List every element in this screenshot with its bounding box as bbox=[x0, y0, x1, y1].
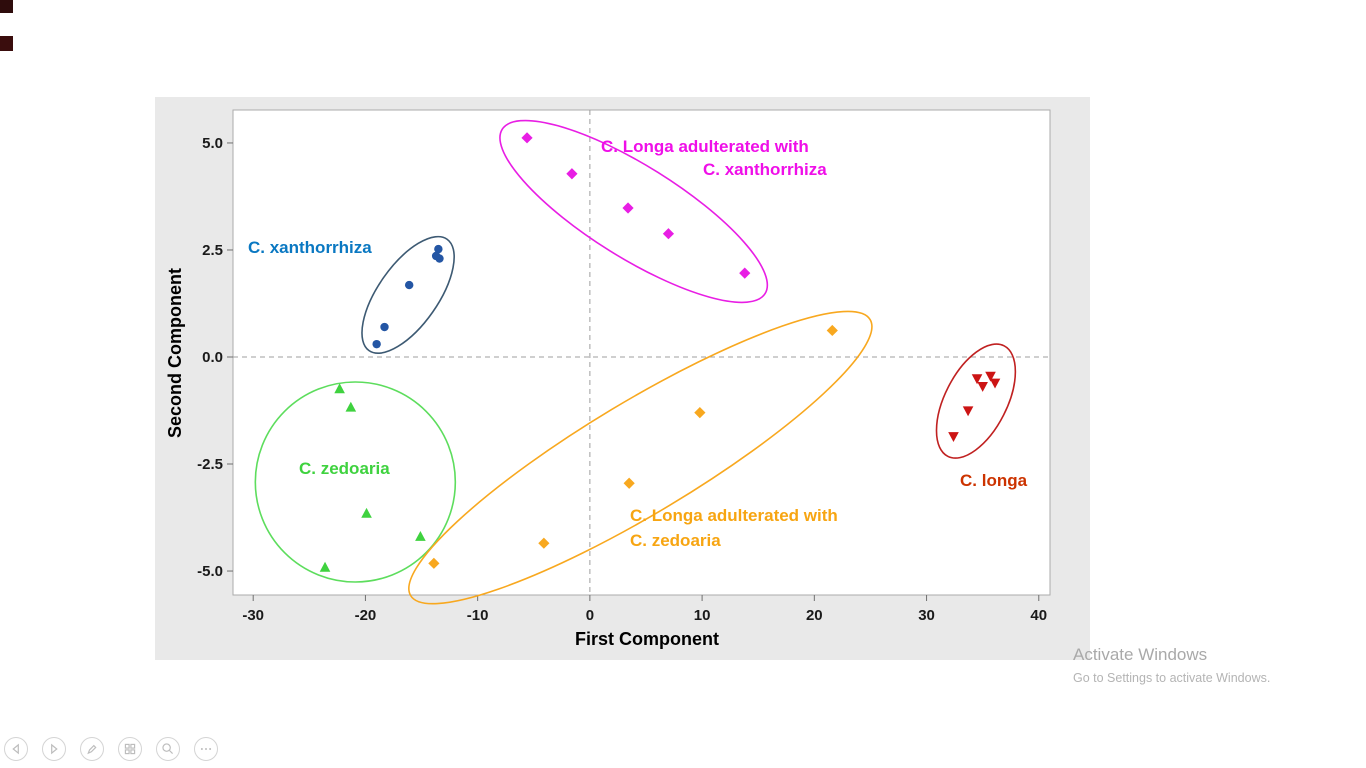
more-options-button[interactable] bbox=[194, 737, 218, 761]
label-adulterated-zedoaria-line1: C. Longa adulterated with bbox=[630, 506, 838, 525]
data-point bbox=[989, 378, 1001, 389]
cluster-ellipse bbox=[254, 381, 457, 583]
label-c-longa: C. longa bbox=[960, 471, 1028, 490]
x-axis-title: First Component bbox=[575, 629, 719, 649]
y-tick-label: -5.0 bbox=[197, 563, 223, 580]
y-tick-label: -2.5 bbox=[197, 456, 223, 473]
screen-artifact bbox=[0, 0, 13, 13]
label-c-xanthorrhiza: C. xanthorrhiza bbox=[248, 238, 372, 257]
next-slide-button[interactable] bbox=[42, 737, 66, 761]
activate-windows-watermark: Activate Windows Go to Settings to activ… bbox=[1073, 645, 1270, 685]
data-point bbox=[345, 401, 357, 412]
x-tick-label: 40 bbox=[1030, 607, 1047, 624]
data-point bbox=[985, 371, 996, 382]
data-point bbox=[977, 382, 988, 392]
data-point bbox=[948, 432, 959, 442]
pen-tools-button[interactable] bbox=[80, 737, 104, 761]
data-point bbox=[428, 557, 440, 569]
y-tick-label: 0.0 bbox=[202, 349, 223, 366]
y-axis-title: Second Component bbox=[165, 268, 185, 438]
pen-icon bbox=[87, 744, 97, 755]
graph-region: -30 -20 -10 0 10 20 30 40 5.0 2.5 0.0 -2.5 -5.0 Firs… bbox=[155, 97, 1090, 660]
zoom-icon bbox=[162, 743, 174, 755]
data-point bbox=[739, 267, 751, 279]
label-c-zedoaria: C. zedoaria bbox=[299, 459, 390, 478]
cluster-ellipse bbox=[935, 343, 1017, 459]
cluster-ellipse bbox=[408, 310, 873, 605]
data-point bbox=[380, 322, 389, 332]
data-point bbox=[826, 324, 838, 337]
data-point bbox=[434, 244, 443, 254]
y-tick-label: 2.5 bbox=[202, 242, 223, 259]
data-point bbox=[521, 132, 533, 144]
x-tick-label: -10 bbox=[467, 607, 489, 624]
cluster-ellipse bbox=[499, 119, 769, 304]
label-adulterated-zedoaria-line2: C. zedoaria bbox=[630, 531, 721, 550]
see-all-slides-icon bbox=[124, 743, 136, 755]
x-tick-label: 30 bbox=[918, 607, 935, 624]
data-point bbox=[622, 202, 634, 214]
data-point bbox=[319, 561, 331, 572]
zoom-button[interactable] bbox=[156, 737, 180, 761]
data-point bbox=[334, 383, 345, 394]
data-point bbox=[962, 406, 974, 417]
data-point bbox=[623, 477, 635, 489]
data-point bbox=[694, 407, 706, 419]
x-tick-label: -20 bbox=[355, 607, 377, 624]
x-tick-label: -30 bbox=[242, 607, 264, 624]
label-adulterated-xanthorrhiza-line2: C. xanthorrhiza bbox=[703, 160, 827, 179]
presentation-toolbar bbox=[4, 737, 218, 761]
previous-slide-arrow-icon bbox=[12, 743, 19, 755]
data-point bbox=[372, 339, 381, 349]
more-options-icon bbox=[200, 747, 212, 751]
label-adulterated-xanthorrhiza-line1: C. Longa adulterated with bbox=[601, 137, 809, 156]
chart-dynamic-layer: -30 -20 -10 0 10 20 30 40 5.0 2.5 0.0 -2.5 -5.0 bbox=[197, 110, 1050, 624]
x-tick-label: 0 bbox=[586, 607, 594, 624]
see-all-slides-button[interactable] bbox=[118, 737, 142, 761]
cluster-ellipse bbox=[361, 235, 455, 355]
data-point bbox=[435, 254, 444, 263]
pca-scatter-chart: -30 -20 -10 0 10 20 30 40 5.0 2.5 0.0 -2.5 -5.0 Firs… bbox=[165, 109, 1051, 649]
x-tick-label: 20 bbox=[806, 607, 823, 624]
data-point bbox=[662, 228, 675, 240]
data-point bbox=[971, 374, 983, 385]
x-tick-label: 10 bbox=[694, 607, 711, 624]
data-point bbox=[415, 530, 426, 541]
next-slide-arrow-icon bbox=[51, 743, 58, 755]
screen-artifact bbox=[0, 36, 13, 51]
previous-slide-button[interactable] bbox=[4, 737, 28, 761]
data-point bbox=[404, 280, 414, 290]
activate-windows-text: Activate Windows bbox=[1073, 645, 1208, 664]
data-point bbox=[361, 507, 372, 518]
activate-windows-subtext: Go to Settings to activate Windows. bbox=[1073, 671, 1271, 685]
y-tick-label: 5.0 bbox=[202, 135, 223, 152]
